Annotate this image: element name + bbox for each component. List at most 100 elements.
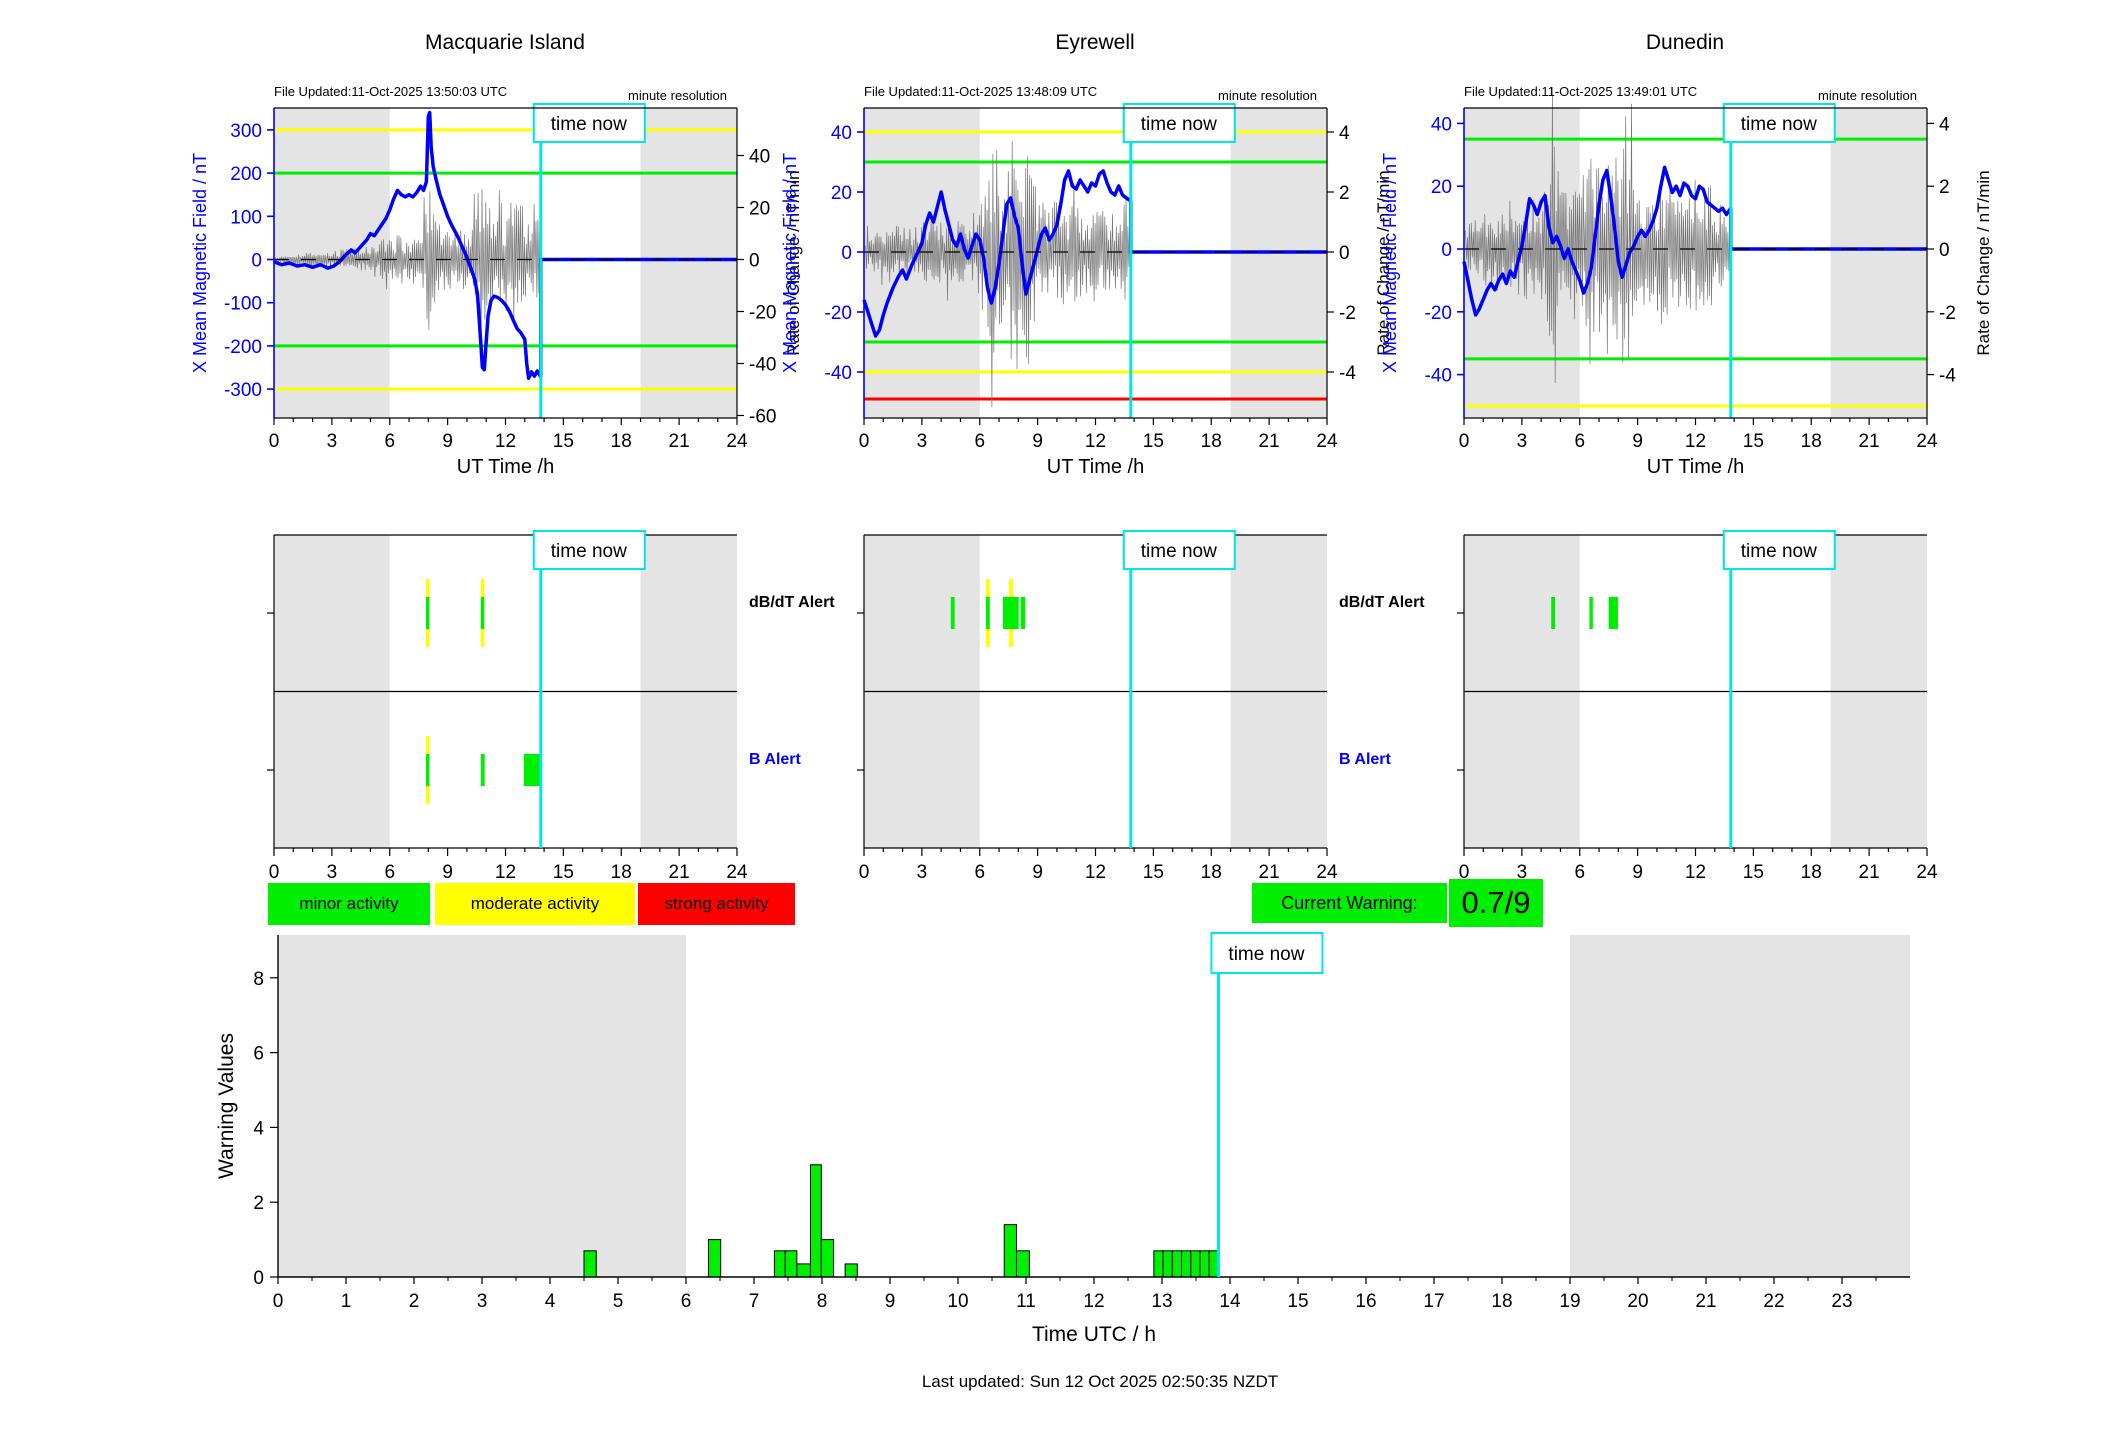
y-tick-label: 8 — [253, 969, 264, 990]
file-updated-dunedin: File Updated:11-Oct-2025 13:49:01 UTC — [1464, 84, 1698, 99]
y-tick-label-right: 4 — [1339, 123, 1350, 144]
x-tick-label: 6 — [1574, 431, 1585, 452]
x-mean-series — [1462, 165, 1733, 317]
x-tick-label: 15 — [553, 862, 574, 883]
x-tick-label: 4 — [545, 1291, 556, 1312]
y-tick-label-left: 0 — [251, 251, 262, 272]
x-tick-label: 12 — [495, 431, 516, 452]
rate-of-change-noise-trace — [865, 141, 1131, 408]
alert-bar-minor — [950, 597, 955, 629]
alert-bar-minor — [985, 597, 990, 629]
y-tick-label-right: 0 — [749, 251, 760, 272]
alert-plot-eyrewell: dB/dT Alert B Alert 0 3 6 9 12 15 18 21 24 time now — [857, 530, 1425, 883]
time-now-box — [1122, 530, 1236, 570]
y-tick-label-left: -20 — [825, 303, 852, 324]
time-now-annotation: time now — [1122, 103, 1236, 143]
alert-bar-minor — [1551, 597, 1556, 629]
station-title-eyrewell: Eyrewell — [1055, 31, 1135, 54]
y-tick-label-right: -40 — [749, 355, 776, 376]
night-band — [640, 108, 737, 418]
warning-bar — [1015, 1250, 1030, 1278]
y-tick-label-left: -40 — [1425, 366, 1452, 387]
alert-bar-minor — [480, 754, 485, 786]
alert-bar-minor — [480, 597, 485, 629]
night-band — [1464, 108, 1580, 418]
rate-of-change-noise-trace — [1465, 86, 1731, 384]
alert-bar-minor — [1589, 597, 1593, 629]
y-tick-label-left: 0 — [841, 243, 852, 264]
alert-plot-dunedin: 0 3 6 9 12 15 18 21 24 time now — [1457, 530, 1938, 883]
x-tick-label: 21 — [669, 862, 690, 883]
y-tick-label: 0 — [253, 1268, 264, 1289]
y-axis-label-right: Rate of Change / nT/min — [1374, 170, 1393, 355]
time-now-box — [1210, 932, 1324, 974]
file-updated-macquarie: File Updated:11-Oct-2025 13:50:03 UTC — [274, 84, 508, 99]
y-tick-label-right: -2 — [1939, 303, 1956, 324]
x-tick-label: 21 — [669, 431, 690, 452]
x-tick-label: 0 — [859, 431, 870, 452]
warning-values-chart: 0 1 2 3 4 5 6 7 8 9 10 11 12 13 14 15 16 17 18 19 20 21 22 2302… — [215, 932, 1910, 1346]
current-warning-label: Current Warning: — [1252, 883, 1447, 923]
x-tick-label: 9 — [885, 1291, 896, 1312]
alert-bar-minor — [1020, 597, 1026, 629]
x-tick-label: 15 — [553, 431, 574, 452]
x-tick-label: 21 — [1259, 862, 1280, 883]
x-tick-label: 21 — [1259, 431, 1280, 452]
x-axis-label: UT Time /h — [1647, 456, 1744, 478]
night-band — [278, 935, 686, 1277]
night-band — [1830, 108, 1927, 418]
alert-row-label: dB/dT Alert — [1339, 594, 1425, 611]
alert-bar-minor — [1608, 597, 1618, 629]
alert-bar-minor — [523, 754, 541, 786]
x-tick-label: 3 — [917, 862, 928, 883]
x-tick-label: 12 — [1685, 862, 1706, 883]
y-tick-label: 4 — [253, 1118, 264, 1139]
warning-bar — [1171, 1250, 1183, 1278]
legend-strong-activity: strong activity — [638, 883, 795, 925]
warning-bar — [707, 1239, 722, 1278]
x-tick-label: 24 — [1316, 431, 1338, 452]
warning-bar — [1181, 1250, 1192, 1278]
x-tick-label: 18 — [1201, 431, 1222, 452]
x-axis-label: UT Time /h — [457, 456, 554, 478]
x-tick-label: 10 — [947, 1291, 968, 1312]
y-tick-label-right: 0 — [1339, 243, 1350, 264]
warning-bar — [809, 1164, 822, 1278]
x-tick-label: 15 — [1143, 431, 1164, 452]
x-tick-label: 6 — [1574, 862, 1585, 883]
x-tick-label: 13 — [1151, 1291, 1172, 1312]
x-tick-label: 12 — [1085, 862, 1106, 883]
x-tick-label: 20 — [1627, 1291, 1648, 1312]
time-now-box — [532, 103, 646, 143]
y-tick-label-right: 2 — [1939, 177, 1950, 198]
legend-minor-activity: minor activity — [268, 883, 430, 925]
y-tick-label-right: 40 — [749, 147, 770, 168]
y-tick-label-right: -2 — [1339, 303, 1356, 324]
x-tick-label: 15 — [1743, 862, 1764, 883]
x-tick-label: 23 — [1831, 1291, 1852, 1312]
night-band — [1570, 935, 1910, 1277]
y-tick-label-left: 100 — [230, 207, 262, 228]
x-tick-label: 3 — [917, 431, 928, 452]
x-axis-label: Time UTC / h — [1032, 1323, 1156, 1346]
y-tick-label-left: 20 — [1431, 177, 1452, 198]
time-now-annotation: time now — [1722, 530, 1836, 570]
y-tick-label-right: -4 — [1339, 363, 1356, 384]
x-tick-label: 22 — [1763, 1291, 1784, 1312]
x-tick-label: 7 — [749, 1291, 760, 1312]
night-band — [1230, 108, 1327, 418]
y-tick-label-right: -20 — [749, 303, 776, 324]
warning-bar — [1003, 1224, 1017, 1278]
warning-bar — [844, 1263, 858, 1278]
x-tick-label: 6 — [384, 862, 395, 883]
x-axis-label: UT Time /h — [1047, 456, 1144, 478]
x-tick-label: 2 — [409, 1291, 420, 1312]
x-tick-label: 11 — [1016, 1291, 1036, 1312]
x-tick-label: 3 — [1517, 862, 1528, 883]
time-now-label: time now — [551, 541, 627, 562]
y-tick-label-left: -100 — [224, 294, 262, 315]
